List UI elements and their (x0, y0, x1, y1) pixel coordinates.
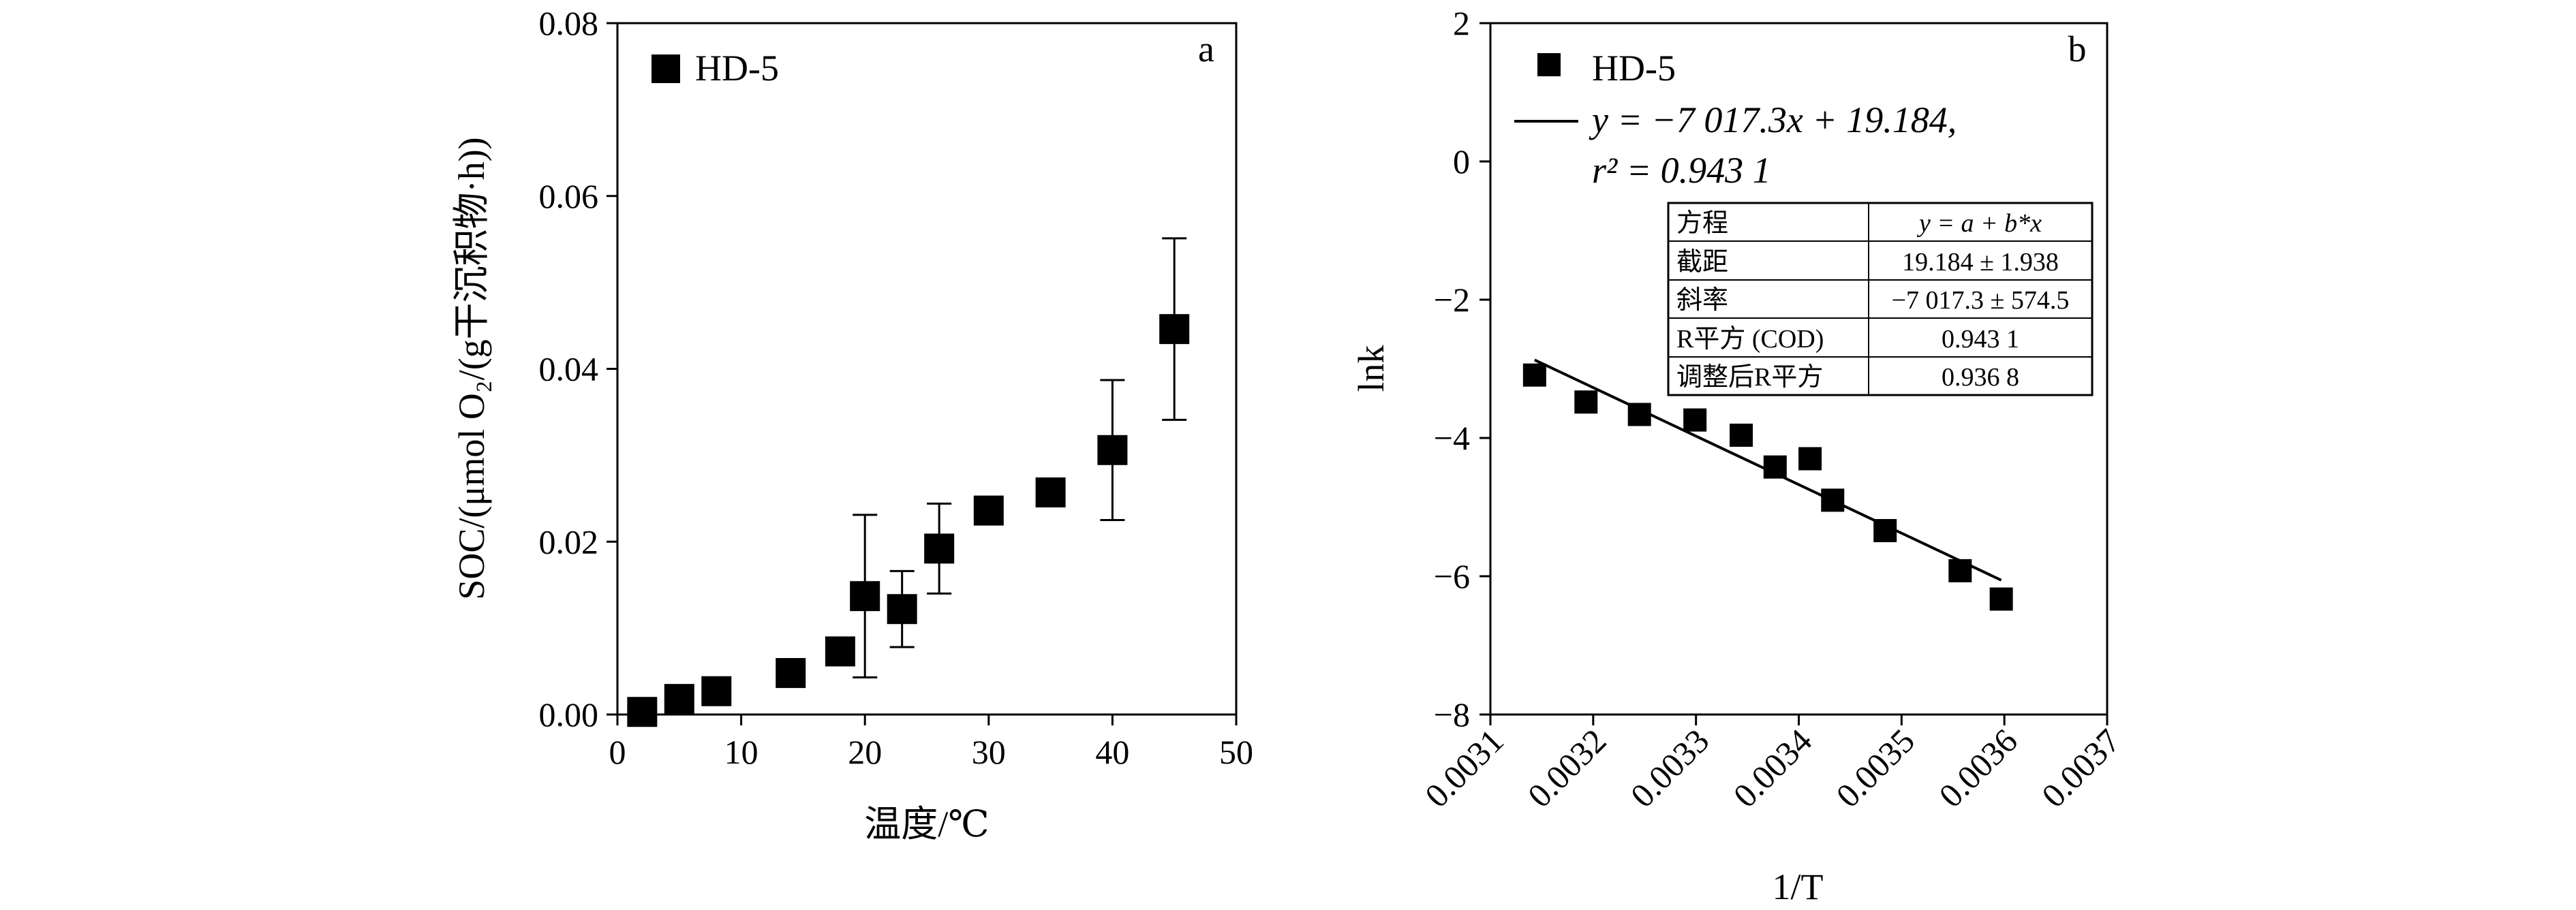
y-tick-label: 0.04 (539, 350, 599, 388)
table-cell: −7 017.3 ± 574.5 (1892, 286, 2070, 315)
panel-a-plot-frame (616, 22, 1238, 716)
data-point (825, 636, 855, 667)
y-tick-label: −2 (1434, 281, 1470, 319)
data-point (1948, 559, 1972, 582)
data-point (973, 495, 1004, 526)
data-point (924, 533, 955, 564)
table-cell: 方程 (1676, 209, 1728, 238)
table-cell: 19.184 ± 1.938 (1902, 248, 2059, 277)
data-point (701, 676, 732, 706)
panel-b-x-axis-label: 1/T (1773, 866, 1824, 907)
x-tick-label: 0.0033 (1623, 721, 1717, 815)
panel-b-y-ticks: 2 0 −2 −4 −6 −8 (1434, 4, 1490, 734)
x-tick-label: 0.0032 (1520, 721, 1614, 815)
panel-b-legend-marker (1537, 53, 1561, 76)
panel-b-y-axis-label: lnk (1351, 345, 1392, 392)
panel-a-y-axis-label: SOC/(μmol O₂/(g干沉积物·h)) (451, 137, 492, 599)
x-tick-label: 0.0037 (2034, 721, 2128, 815)
panel-a-label: a (1198, 29, 1214, 69)
panel-a-y-ticks: 0.00 0.02 0.04 0.06 0.08 (539, 4, 617, 734)
data-point (776, 658, 806, 689)
x-tick-label: 30 (972, 733, 1006, 771)
data-point (1763, 455, 1787, 479)
panel-a-data-points (627, 237, 1190, 727)
panel-b-fit-equation: y = −7 017.3x + 19.184, (1589, 99, 1957, 140)
x-tick-label: 0.0035 (1828, 721, 1922, 815)
data-point (1683, 408, 1707, 432)
panel-a: 0.000.020.040.060.08 0 10 20 30 40 50 a HD-5 … (451, 4, 1253, 845)
table-cell: R平方 (COD) (1676, 325, 1824, 354)
panel-a-x-axis-label: 温度/℃ (864, 804, 989, 845)
data-point (1730, 423, 1753, 447)
panel-b-data-points (1522, 363, 2013, 611)
panel-b-x-ticks: 0.0031 0.0032 0.0033 0.0034 0.0035 0.0036 0.00… (1417, 715, 2128, 815)
panel-b: 20−2−4−6−8 0.0031 0.0032 0.0033 0.0034 0.003… (1351, 4, 2128, 907)
data-point (1798, 447, 1822, 471)
data-point (664, 684, 694, 715)
data-point (1097, 435, 1128, 465)
y-tick-label: 0.08 (539, 4, 599, 42)
data-point (1627, 403, 1651, 426)
data-point (1159, 314, 1190, 345)
data-point (1821, 488, 1845, 512)
table-cell: 截距 (1676, 248, 1728, 277)
panel-a-legend-label: HD-5 (695, 48, 779, 89)
y-tick-label: 0.06 (539, 177, 599, 215)
data-point (1989, 587, 2013, 611)
y-tick-label: −6 (1434, 557, 1470, 595)
table-cell: 调整后R平方 (1676, 363, 1823, 392)
y-tick-label: 2 (1453, 4, 1470, 42)
panel-b-fit-r2: r² = 0.943 1 (1592, 150, 1771, 191)
panel-b-stats-table: 方程 y = a + b*x 截距 19.184 ± 1.938 斜率 −7 0… (1667, 202, 2094, 396)
data-point (1522, 363, 1546, 387)
x-tick-label: 10 (724, 733, 758, 771)
panel-b-legend-label: HD-5 (1592, 48, 1676, 89)
x-tick-label: 40 (1095, 733, 1129, 771)
y-tick-label: 0 (1453, 142, 1470, 181)
panel-a-x-ticks: 0 10 20 30 40 50 (609, 715, 1253, 771)
data-point (1035, 477, 1066, 507)
data-point (627, 697, 658, 727)
x-tick-label: 20 (848, 733, 882, 771)
table-border (1667, 202, 2094, 396)
table-cell: 斜率 (1676, 286, 1728, 315)
data-point (887, 594, 917, 625)
data-point (1873, 519, 1897, 543)
panel-a-legend-marker (651, 54, 680, 83)
x-tick-label: 0.0036 (1931, 721, 2025, 815)
panel-b-label: b (2068, 29, 2087, 69)
y-tick-label: 0.00 (539, 695, 599, 734)
y-tick-label: −4 (1434, 419, 1470, 457)
table-cell: y = a + b*x (1916, 209, 2042, 238)
x-tick-label: 50 (1219, 733, 1253, 771)
x-tick-label: 0 (609, 733, 626, 771)
x-tick-label: 0.0031 (1417, 721, 1511, 815)
table-cell: 0.943 1 (1942, 325, 2019, 354)
y-tick-label: −8 (1434, 695, 1470, 734)
table-cell: 0.936 8 (1942, 363, 2019, 392)
y-tick-label: 0.02 (539, 522, 599, 561)
x-tick-label: 0.0034 (1726, 721, 1819, 815)
data-point (850, 581, 880, 612)
data-point (1574, 390, 1598, 414)
